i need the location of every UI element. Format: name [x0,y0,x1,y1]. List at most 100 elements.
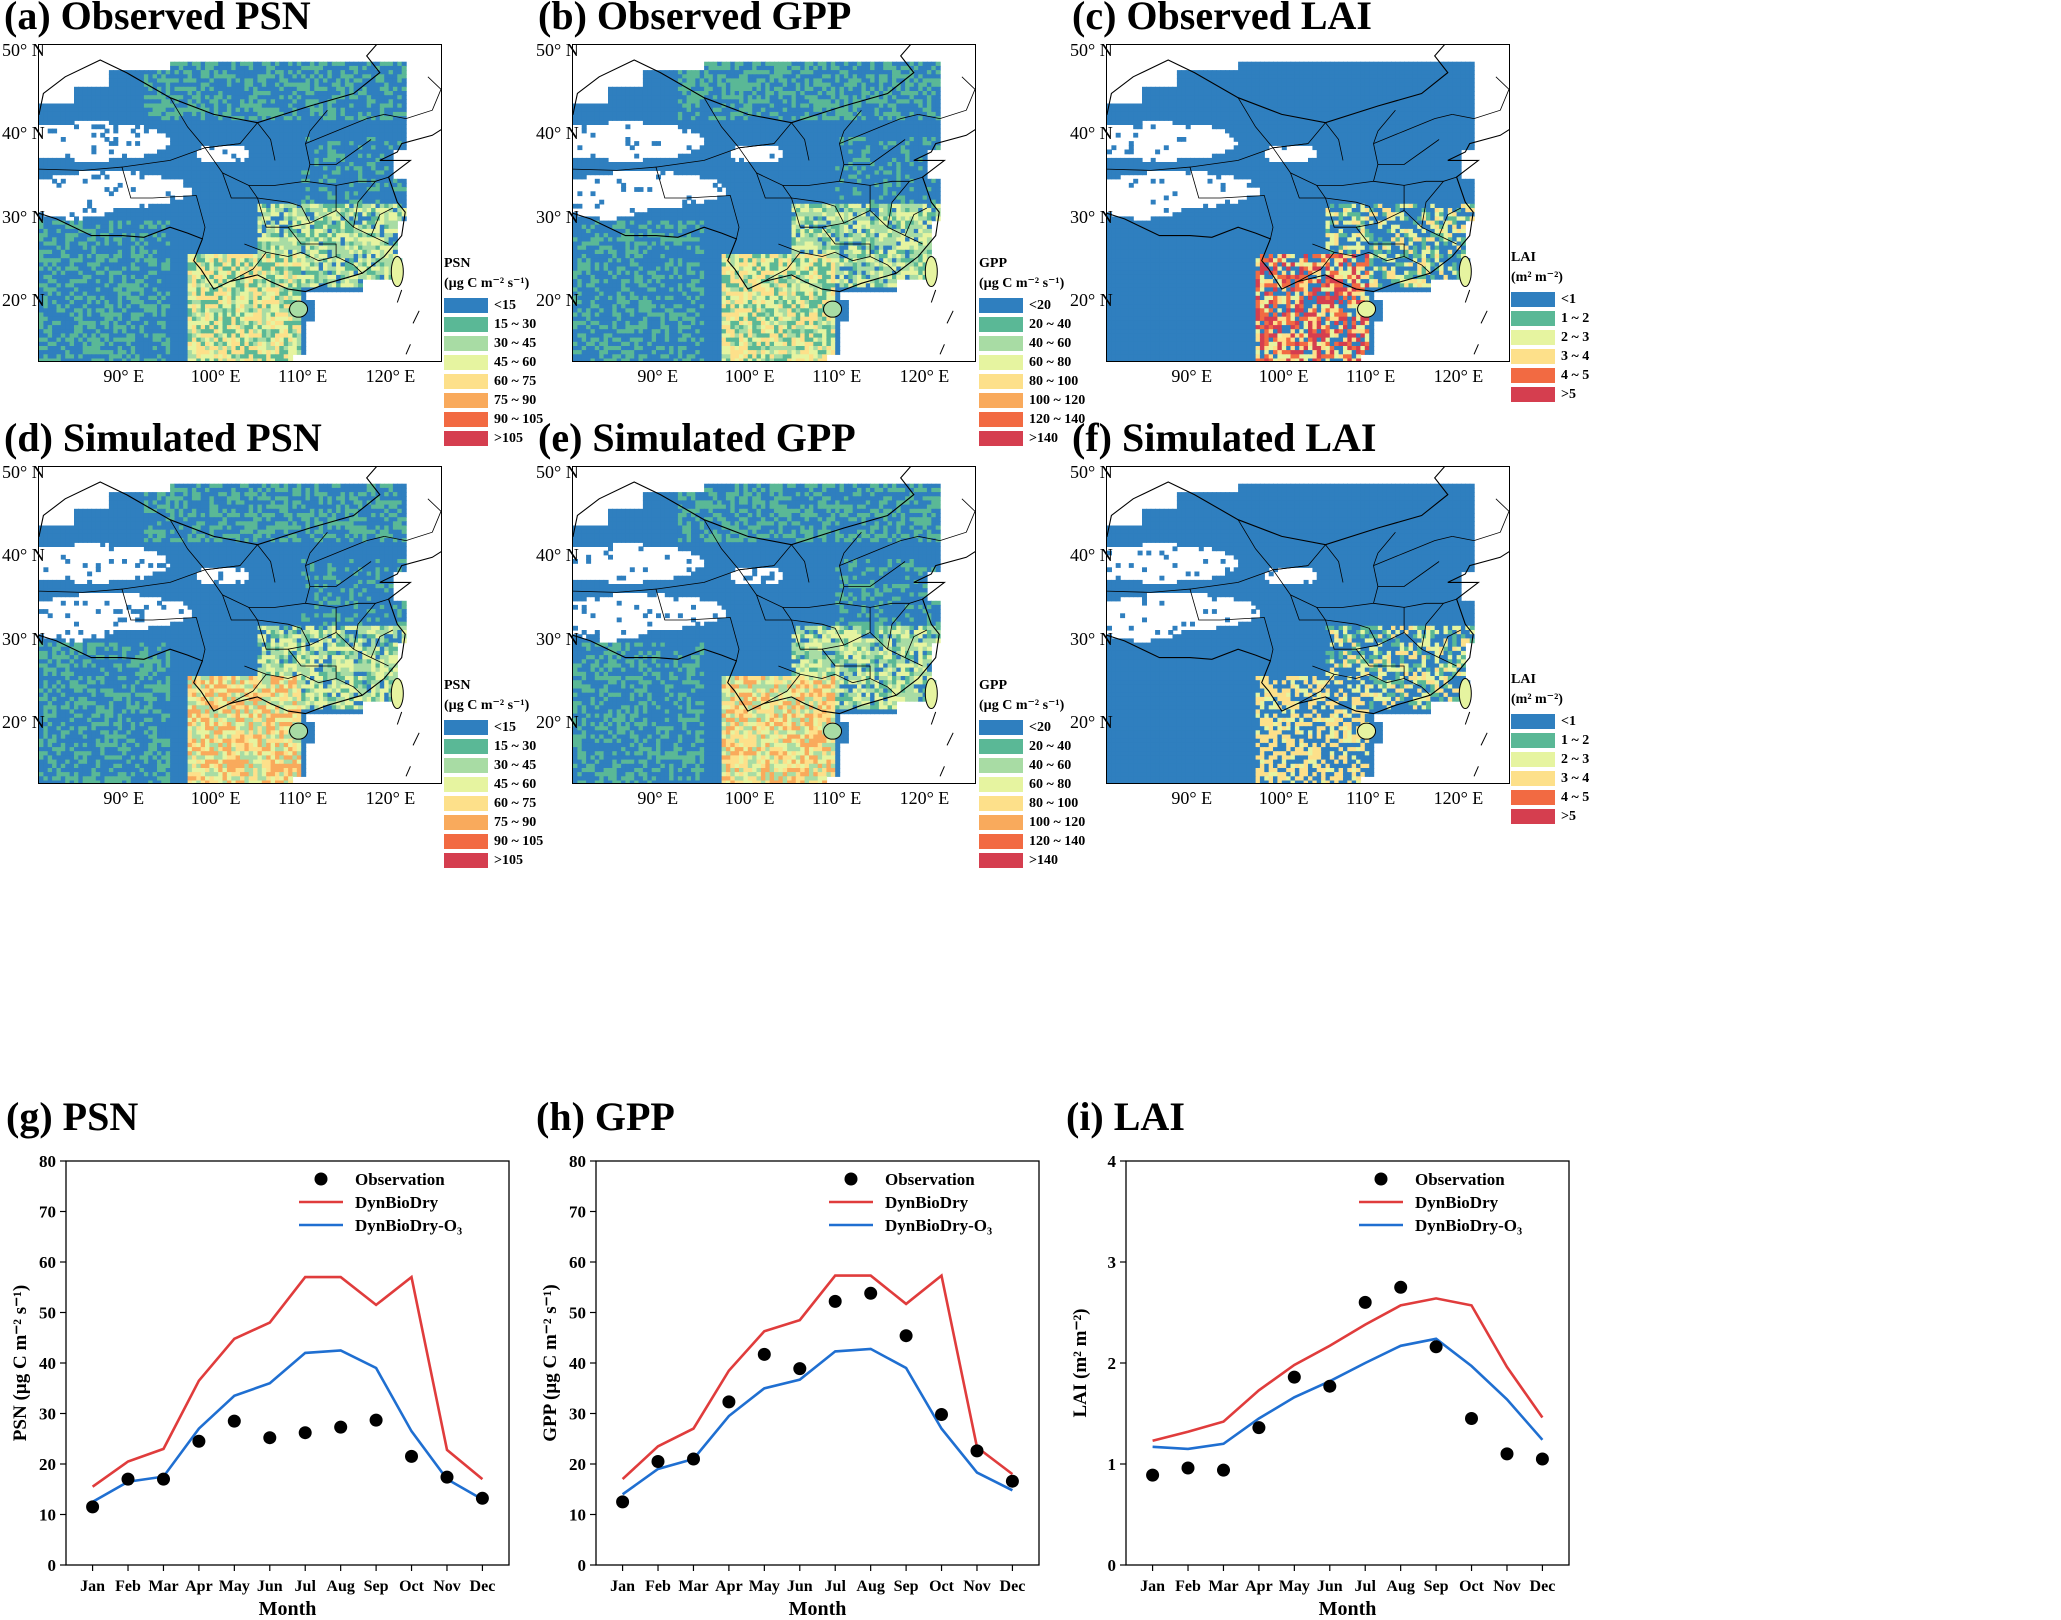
map-cell [266,70,272,75]
map-cell [209,187,215,192]
map-cell [235,329,241,334]
map-cell [213,95,219,100]
map-cell [165,191,171,197]
map-cell [82,354,88,360]
map-cell [196,337,202,343]
map-cell [148,262,154,268]
map-cell [721,61,727,67]
map-cell [248,174,254,180]
map-cell [205,216,210,222]
map-cell [47,329,53,334]
map-cell [375,61,381,67]
map-cell [126,78,132,84]
map-cell [130,107,136,113]
map-cell [143,329,149,334]
map-cell [113,312,119,318]
map-cell [157,91,162,96]
map-cell [379,103,385,109]
map-cell [226,95,232,100]
map-cell [275,325,280,330]
map-cell [178,212,184,217]
map-cell [165,300,171,305]
map-cell [104,304,110,309]
map-cell [283,107,289,113]
map-cell [60,116,66,121]
map-cell [218,279,224,284]
map-cell [65,320,71,326]
map-cell [183,149,189,155]
map-cell [165,358,171,361]
map-cell [379,266,385,272]
map-cell [384,91,390,96]
map-cell [200,300,206,305]
map-cell [331,203,337,209]
map-cell [240,249,245,255]
map-cell [275,107,280,113]
map-area [572,44,976,362]
map-cell [130,325,136,330]
map-cell [283,187,289,192]
map-cell [126,258,132,263]
map-cell [358,262,363,268]
map-cell [78,99,84,105]
map-cell [47,233,53,238]
map-cell [130,304,136,309]
map-cell [47,249,53,255]
map-cell [148,320,154,326]
map-cell [143,274,149,280]
map-cell [130,128,136,134]
map-cell [69,300,75,305]
map-cell [288,283,294,289]
map-cell [327,145,333,151]
map-cell [327,228,333,234]
map-cell [231,128,237,134]
map-cell [292,78,298,84]
map-cell [323,220,328,226]
map-cell [139,346,145,351]
map-cell [139,341,145,347]
map-cell [235,212,241,217]
map-cell [139,212,145,217]
map-cell [95,341,101,347]
map-cell [178,291,184,297]
map-cell [108,149,114,155]
map-cell [240,170,245,176]
map-cell [60,262,66,268]
map-cell [209,74,215,80]
map-cell [301,120,307,125]
map-cell [336,166,342,171]
map-cell [301,350,307,355]
map-cell [113,91,119,96]
map-cell [349,74,355,80]
map-cell [288,354,294,360]
map-cell [253,107,259,113]
map-cell [205,291,210,297]
map-cell [235,216,241,222]
map-cell [222,329,228,334]
map-cell [104,333,110,339]
map-cell [331,103,337,109]
map-cell [397,120,403,125]
map-cell [56,316,62,322]
map-cell [196,195,202,201]
map-cell [275,162,280,167]
map-cell [82,220,88,226]
map-cell [148,258,154,263]
map-cell [117,228,123,234]
map-cell [122,270,127,276]
map-cell [187,329,193,334]
map-cell [240,308,245,314]
map-cell [148,333,154,339]
map-cell [314,111,320,117]
map-cell [226,337,232,343]
map-cell [318,137,324,142]
legend-swatch [444,298,488,313]
map-cell [270,254,276,259]
map-cell [196,295,202,301]
map-cell [60,320,66,326]
map-cell [178,245,184,251]
map-cell [235,279,241,284]
map-cell [170,120,176,125]
map-cell [95,162,101,167]
map-cell [288,103,294,109]
